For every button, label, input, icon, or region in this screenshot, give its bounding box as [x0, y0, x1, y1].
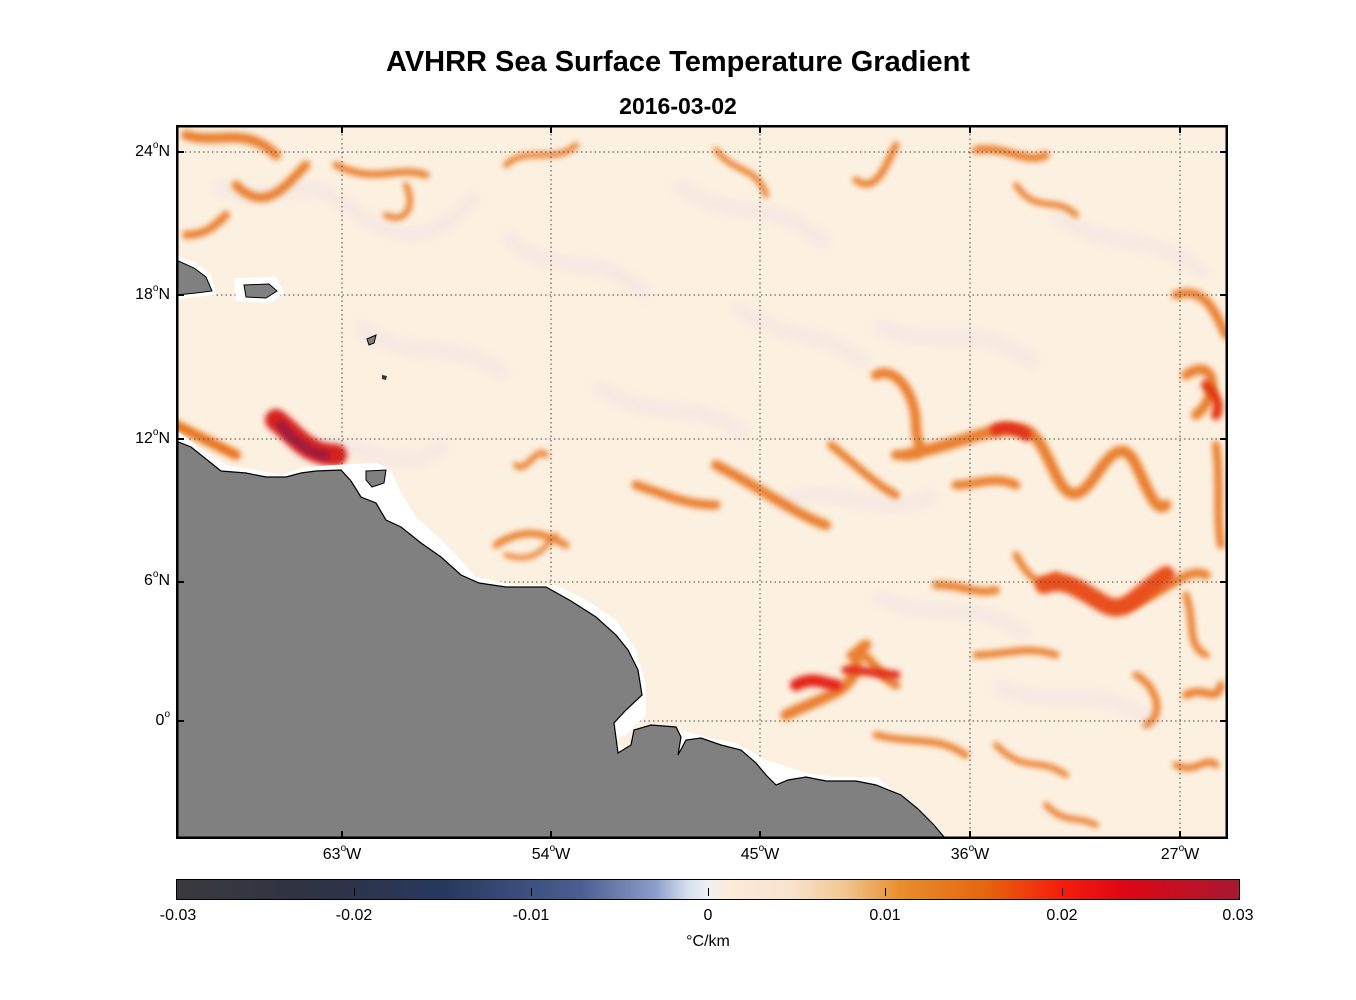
map-plot: [176, 125, 1228, 839]
colorbar-tick-label: -0.01: [512, 907, 550, 924]
colorbar-tickmark: [885, 888, 886, 896]
chart-subtitle: 2016-03-02: [619, 93, 737, 119]
lat-label-6n: 6oN: [143, 569, 170, 589]
colorbar-tickmark: [531, 888, 532, 896]
colorbar-tick-label: -0.02: [335, 907, 373, 924]
colorbar-units: °C/km: [686, 933, 730, 950]
island-trinidad: [365, 469, 387, 488]
lat-label-24n: 24oN: [135, 140, 170, 160]
colorbar-tick-label: -0.03: [159, 907, 197, 924]
lon-label-27w: 27oW: [1160, 843, 1200, 863]
island-martinique: [382, 375, 387, 380]
lon-label-36w: 36oW: [950, 843, 990, 863]
colorbar-tick-label: 0.03: [1222, 907, 1254, 924]
map-axes: [176, 125, 1228, 839]
island-puerto-rico-land: [243, 283, 278, 299]
chart-title: AVHRR Sea Surface Temperature Gradient: [386, 46, 970, 78]
colorbar-tick-label: 0.01: [869, 907, 901, 924]
lat-label-12n: 12oN: [135, 427, 170, 447]
lat-label-18n: 18oN: [135, 283, 170, 303]
lat-label-0: 0o: [155, 709, 170, 729]
island-guadeloupe: [366, 334, 377, 346]
colorbar-tickmark: [708, 888, 709, 896]
lon-label-63w: 63oW: [322, 843, 362, 863]
colorbar-tick-label: 0.02: [1046, 907, 1078, 924]
colorbar-tickmark: [354, 888, 355, 896]
land-south-america: [176, 440, 945, 839]
island-hispaniola-land: [176, 259, 213, 296]
strong-gradient-features: [176, 380, 1223, 691]
colorbar-tickmark: [1062, 888, 1063, 896]
colorbar-tick-label: 0: [703, 907, 713, 924]
lon-label-45w: 45oW: [740, 843, 780, 863]
lon-label-54w: 54oW: [531, 843, 571, 863]
